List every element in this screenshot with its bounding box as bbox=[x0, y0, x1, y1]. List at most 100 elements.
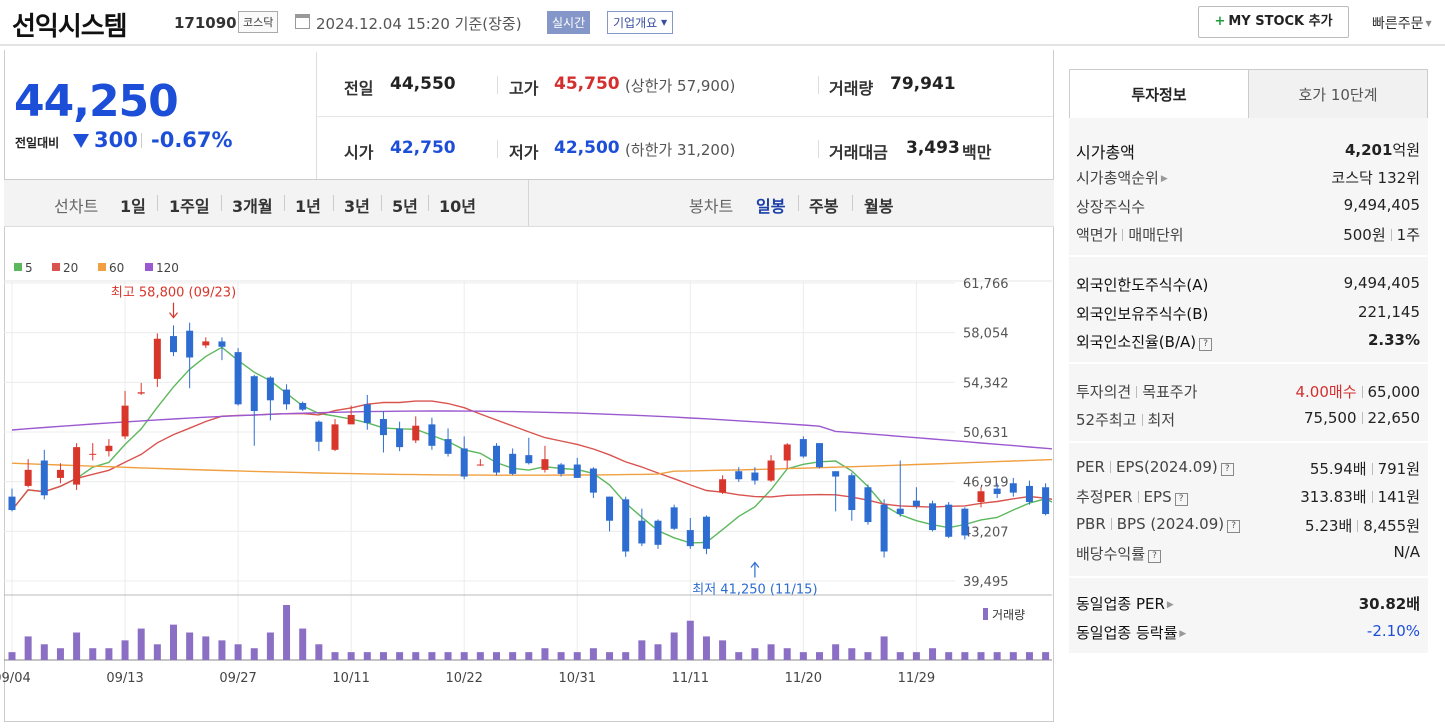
y-tick-label: 43,207 bbox=[963, 525, 1009, 540]
pbr-value: 5.23배 bbox=[1305, 517, 1353, 535]
volume-bar bbox=[186, 632, 194, 660]
divider bbox=[1136, 386, 1138, 398]
ma-line-20 bbox=[11, 400, 1052, 511]
candle-body bbox=[266, 377, 274, 401]
help-icon[interactable]: ? bbox=[1220, 463, 1234, 476]
candle-weekly[interactable]: 주봉 bbox=[809, 197, 839, 216]
legend-label: 20 bbox=[63, 261, 78, 275]
candle-body bbox=[864, 487, 872, 523]
help-icon[interactable]: ? bbox=[1227, 520, 1241, 533]
quick-order-button[interactable]: 빠른주문 ▼ bbox=[1372, 13, 1432, 33]
volume-bar bbox=[864, 652, 872, 660]
volume-bar bbox=[880, 636, 888, 660]
period-3y[interactable]: 3년 bbox=[344, 197, 370, 216]
divider bbox=[1069, 362, 1428, 364]
volume-value: 79,941 bbox=[890, 74, 956, 94]
market-cap-row: 시가총액 4,201억원 bbox=[1076, 137, 1420, 162]
period-5y[interactable]: 5년 bbox=[392, 197, 418, 216]
period-1y[interactable]: 1년 bbox=[295, 197, 321, 216]
shares-row: 상장주식수 9,494,405 bbox=[1076, 194, 1420, 218]
volume-bar bbox=[412, 652, 420, 660]
volume-bar bbox=[347, 652, 355, 660]
industry-change-label: 동일업종 등락률 bbox=[1076, 624, 1178, 642]
divider bbox=[1109, 461, 1111, 473]
volume-bar bbox=[428, 652, 436, 660]
divider bbox=[852, 195, 853, 211]
candle-body bbox=[638, 520, 646, 544]
volume-bar bbox=[993, 652, 1001, 660]
candle-body bbox=[1025, 485, 1033, 502]
company-info-dropdown[interactable]: 기업개요 ▼ bbox=[607, 11, 674, 34]
volume-bar bbox=[476, 652, 484, 660]
volume-bar bbox=[1025, 652, 1033, 660]
market-cap-label: 시가총액 bbox=[1076, 143, 1135, 162]
volume-bar bbox=[589, 648, 597, 660]
quote-datetime: 2024.12.04 15:20 기준(장중) bbox=[316, 15, 522, 33]
candle-body bbox=[816, 443, 823, 468]
industry-change-row[interactable]: 동일업종 등락률 ▶ -2.10% bbox=[1076, 620, 1420, 644]
volume-label: 거래량 bbox=[829, 79, 874, 98]
add-my-stock-label: MY STOCK 추가 bbox=[1228, 14, 1333, 29]
period-3m[interactable]: 3개월 bbox=[232, 197, 273, 216]
tab-orderbook[interactable]: 호가 10단계 bbox=[1248, 69, 1428, 119]
realtime-button[interactable]: 실시간 bbox=[547, 11, 591, 34]
chevron-right-icon: ▶ bbox=[1166, 600, 1174, 610]
current-price: 44,250 bbox=[14, 76, 179, 127]
invest-info-panel bbox=[1069, 118, 1428, 653]
volume-bar bbox=[315, 644, 323, 660]
x-tick-label: 09/13 bbox=[106, 671, 143, 686]
legend-swatch bbox=[52, 263, 60, 271]
divider bbox=[1110, 518, 1112, 530]
candle-body bbox=[315, 421, 323, 442]
volume-bar bbox=[719, 640, 727, 660]
legend-label: 60 bbox=[109, 261, 124, 275]
candle-body bbox=[686, 530, 694, 547]
est-eps-value: 141원 bbox=[1377, 488, 1420, 506]
candle-body bbox=[961, 508, 969, 536]
help-icon[interactable]: ? bbox=[1148, 550, 1162, 563]
x-tick-label: 11/11 bbox=[672, 671, 709, 686]
candle-chart-label: 봉차트 bbox=[689, 197, 734, 216]
candle-body bbox=[880, 504, 888, 552]
par-row: 액면가 매매단위 500원 1주 bbox=[1076, 222, 1420, 246]
divider bbox=[1361, 412, 1363, 424]
foreign-limit-value: 9,494,405 bbox=[1343, 274, 1420, 292]
volume-bar bbox=[961, 652, 969, 660]
stock-header: 선익시스템 171090 코스닥 2024.12.04 15:20 기준(장중)… bbox=[0, 0, 1445, 46]
trade-value-unit: 백만 bbox=[962, 143, 992, 162]
help-icon[interactable]: ? bbox=[1174, 493, 1188, 506]
volume-bar bbox=[460, 652, 468, 660]
help-icon[interactable]: ? bbox=[1199, 338, 1213, 351]
price-chart[interactable]: 61,766 58,054 54,342 50,631 46,919 43,207 39,4… bbox=[0, 228, 1052, 722]
period-10y[interactable]: 10년 bbox=[439, 197, 476, 216]
eps-label: EPS(2024.09) bbox=[1115, 458, 1218, 476]
candle-body bbox=[751, 472, 759, 481]
x-tick-label: 11/29 bbox=[898, 671, 935, 686]
divider bbox=[1361, 386, 1363, 398]
cap-rank-row[interactable]: 시가총액순위 ▶ 코스닥 132위 bbox=[1076, 165, 1420, 189]
candle-daily[interactable]: 일봉 bbox=[756, 197, 786, 216]
opinion-value: 4.00매수 bbox=[1295, 383, 1357, 401]
volume-bar bbox=[751, 648, 759, 660]
volume-bar bbox=[912, 652, 920, 660]
w52-high-label: 52주최고 bbox=[1076, 411, 1137, 429]
dividend-row: 배당수익률? N/A bbox=[1076, 541, 1420, 565]
par-label: 액면가 bbox=[1076, 226, 1118, 244]
tab-invest-info[interactable]: 투자정보 bbox=[1069, 69, 1249, 119]
company-name: 선익시스템 bbox=[12, 12, 128, 42]
candle-body bbox=[121, 405, 129, 437]
candle-body bbox=[1009, 483, 1017, 493]
add-my-stock-button[interactable]: + MY STOCK 추가 bbox=[1198, 6, 1349, 38]
est-eps-label: EPS bbox=[1143, 488, 1172, 506]
industry-per-row[interactable]: 동일업종 PER ▶ 30.82배 bbox=[1076, 591, 1420, 615]
period-1d[interactable]: 1일 bbox=[120, 197, 146, 216]
volume-bar bbox=[8, 652, 16, 660]
candle-body bbox=[912, 500, 920, 507]
candle-monthly[interactable]: 월봉 bbox=[864, 197, 894, 216]
volume-bar bbox=[816, 652, 823, 660]
candle-body bbox=[137, 392, 145, 394]
period-1w[interactable]: 1주일 bbox=[169, 197, 210, 216]
y-tick-label: 46,919 bbox=[963, 476, 1009, 491]
trade-unit-value: 1주 bbox=[1396, 226, 1420, 244]
foreign-limit-row: 외국인한도주식수(A) 9,494,405 bbox=[1076, 272, 1420, 296]
